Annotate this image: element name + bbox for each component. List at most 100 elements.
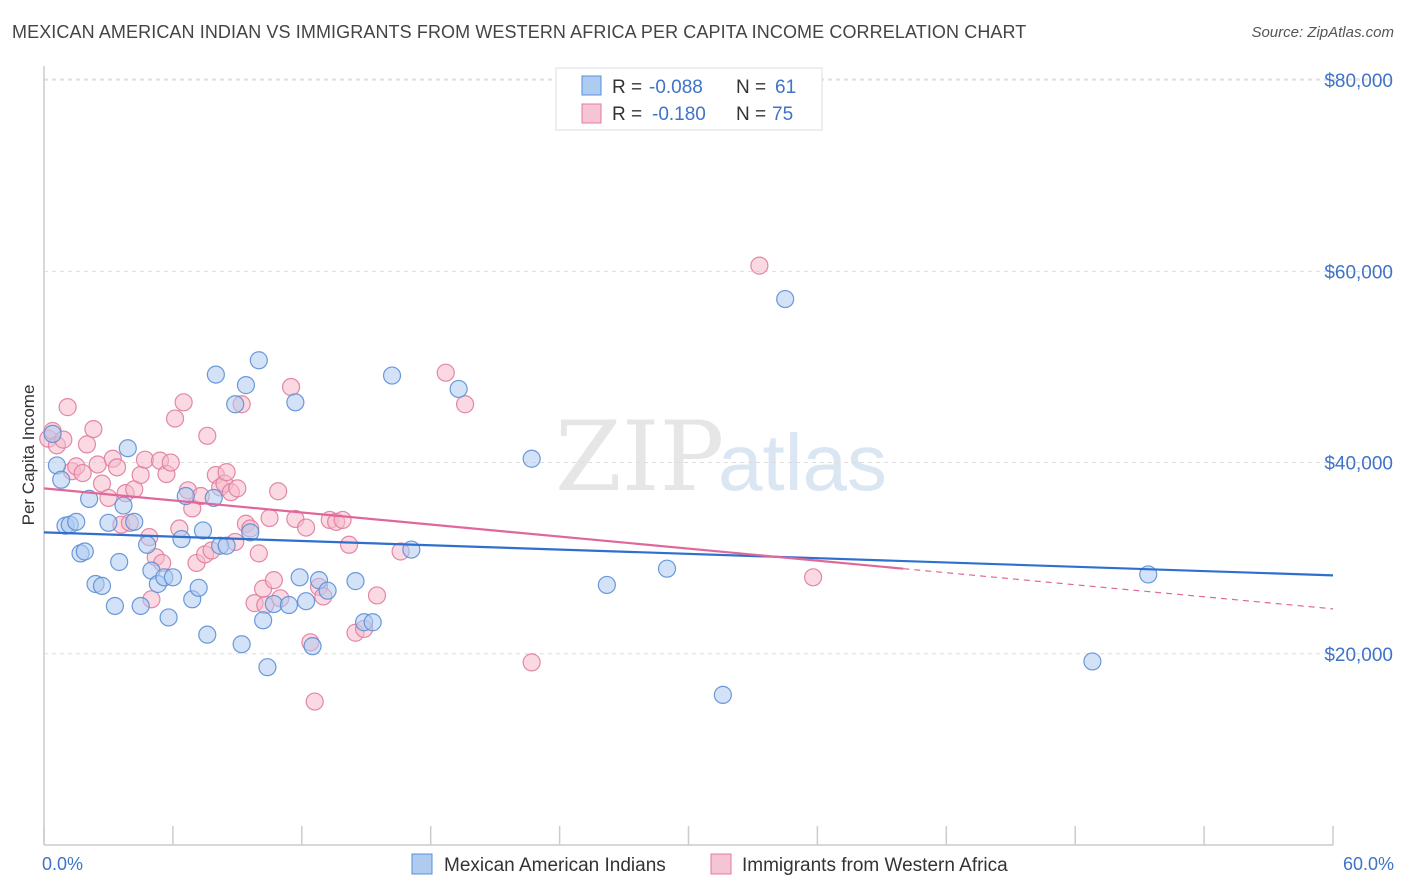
mexican-american-indian-point [226, 395, 245, 414]
western-africa-point [264, 571, 283, 590]
western-africa-point [455, 395, 475, 414]
series-legend-swatch-pink [710, 853, 732, 875]
legend-n-label-2: N = [736, 104, 766, 125]
mexican-american-indian-point [125, 512, 144, 531]
western-africa-point [165, 409, 185, 428]
legend-n-value-2: 75 [772, 104, 793, 125]
trend-line-western-africa-extrapolated [903, 568, 1334, 610]
mexican-american-indian-point [232, 635, 251, 654]
series-legend: Mexican American Indians Immigrants from… [411, 853, 1008, 876]
mexican-american-indian-point [363, 613, 382, 632]
series-legend-label-pink: Immigrants from Western Africa [742, 855, 1008, 876]
mexican-american-indian-point [449, 379, 468, 399]
mexican-american-indian-point [110, 552, 129, 572]
mexican-american-indian-point [105, 596, 124, 616]
western-africa-point [228, 479, 247, 498]
watermark-zip: ZIP [555, 401, 724, 513]
western-africa-point [77, 435, 97, 454]
western-africa-point [305, 692, 324, 711]
mexican-american-indian-point [279, 595, 299, 615]
legend-swatch-pink [581, 103, 602, 124]
western-africa-point [804, 568, 823, 587]
western-africa-point [281, 377, 301, 397]
legend-n-label-1: N = [736, 77, 766, 98]
mexican-american-indian-point [131, 596, 150, 616]
trend-lines [43, 487, 1334, 610]
mexican-american-indian-point [159, 608, 178, 627]
mexican-american-indian-point [193, 521, 213, 540]
trend-line-mexican-american-indians [43, 531, 1334, 577]
legend-n-value-1: 61 [775, 77, 796, 98]
x-tick-label-min: 0.0% [42, 854, 83, 874]
mexican-american-indian-point [43, 424, 62, 443]
mexican-american-indian-point [163, 568, 182, 587]
mexican-american-indian-point [290, 568, 309, 587]
western-africa-point [107, 458, 127, 477]
western-africa-point [217, 463, 236, 482]
mexican-american-indian-point [198, 625, 217, 644]
trend-line-western-africa [43, 487, 904, 570]
mexican-american-indian-point [522, 449, 541, 468]
series-legend-swatch-blue [411, 853, 433, 875]
mexican-american-indian-point [597, 575, 616, 595]
y-tick-label: $80,000 [1324, 71, 1393, 92]
series-legend-label-blue: Mexican American Indians [444, 855, 666, 876]
mexican-american-indian-point [189, 578, 208, 597]
mexican-american-indian-point [99, 513, 118, 532]
western-africa-point [84, 419, 103, 439]
x-axis-ticks [43, 826, 1334, 845]
western-africa-point [333, 510, 352, 530]
mexican-american-indian-point [114, 496, 133, 515]
legend-r-label-1: R = [612, 77, 642, 98]
watermark-atlas: atlas [718, 418, 887, 507]
gridlines [44, 78, 1393, 655]
x-tick-label-max: 60.0% [1343, 854, 1394, 874]
western-africa-point [198, 426, 217, 445]
mexican-american-indian-point [204, 488, 223, 508]
mexican-american-indian-point [286, 393, 305, 412]
mexican-american-indian-point [206, 365, 225, 384]
mexican-american-indian-point [264, 594, 283, 614]
western-africa-point [367, 586, 387, 605]
western-africa-point [260, 508, 279, 528]
mexican-american-indian-point [92, 576, 112, 595]
western-africa-point [131, 465, 150, 485]
mexican-american-indian-point [346, 572, 365, 591]
mexican-american-indian-point [75, 542, 94, 561]
western-africa-point [249, 544, 268, 563]
mexican-american-indian-point [1083, 652, 1102, 671]
mexican-american-indian-point [318, 581, 337, 600]
legend-swatch-blue [581, 75, 602, 96]
mexican-american-indian-point [303, 637, 322, 656]
western-africa-point [436, 363, 455, 382]
western-africa-point [99, 488, 118, 508]
mexican-american-indian-point [118, 439, 137, 458]
mexican-american-indian-point [258, 658, 277, 677]
y-tick-label: $60,000 [1324, 262, 1393, 283]
mexican-american-indian-point [254, 611, 273, 630]
stats-legend: R = -0.088 N = 61 R = -0.180 N = 75 [555, 67, 823, 131]
mexican-american-indian-point [52, 470, 71, 489]
legend-r-label-2: R = [612, 104, 642, 125]
mexican-american-indian-point [657, 559, 677, 578]
y-tick-label: $40,000 [1324, 454, 1393, 475]
western-africa-point [522, 653, 541, 672]
mexican-american-indian-point [217, 536, 236, 555]
mexican-american-indian-point [241, 523, 260, 542]
legend-r-value-2: -0.180 [652, 104, 706, 125]
mexican-american-indian-point [236, 376, 256, 395]
mexican-american-indian-point [776, 289, 795, 309]
western-africa-point [174, 393, 193, 412]
mexican-american-indian-point [138, 535, 157, 554]
western-africa-point [750, 256, 769, 275]
western-africa-point [161, 453, 180, 472]
western-africa-point [339, 535, 359, 554]
y-tick-label: $20,000 [1324, 645, 1393, 666]
mexican-american-indian-point [249, 351, 268, 370]
y-axis-tick-labels: $20,000 $40,000 $60,000 $80,000 [1324, 71, 1393, 666]
western-africa-point [296, 518, 316, 537]
mexican-american-indian-point [172, 529, 191, 549]
y-axis-label: Per Capita Income [19, 385, 38, 526]
mexican-american-indian-point [382, 366, 402, 385]
